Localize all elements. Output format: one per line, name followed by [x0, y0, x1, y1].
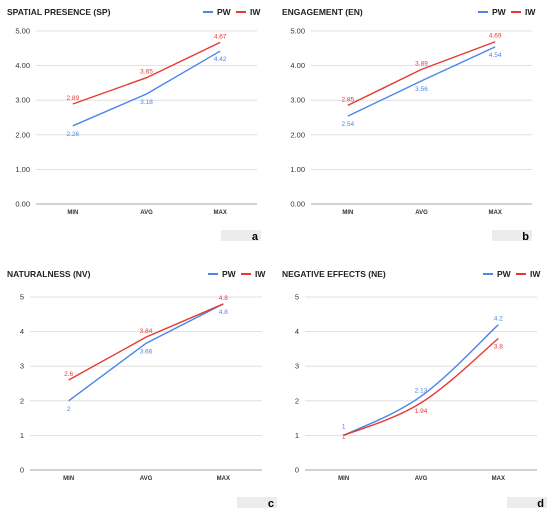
y-tick-label: 5 — [20, 293, 24, 302]
data-label-pw: 2.54 — [342, 121, 355, 128]
y-tick-label: 3 — [20, 362, 24, 371]
y-tick-label: 5 — [295, 293, 299, 302]
y-tick-label: 4.00 — [15, 61, 30, 70]
x-tick-label: MAX — [488, 210, 501, 216]
data-label-pw: 3.56 — [415, 86, 428, 93]
panel-label-tag — [507, 497, 547, 508]
data-label-pw: 2.13 — [415, 387, 428, 394]
series-line-pw — [347, 46, 496, 117]
panel-label: c — [268, 498, 274, 510]
y-tick-label: 0 — [295, 466, 299, 475]
y-tick-label: 4 — [295, 327, 299, 336]
data-label-iw: 2.85 — [342, 96, 355, 103]
y-tick-label: 4 — [20, 327, 24, 336]
series-line-iw — [343, 337, 499, 437]
legend: PW IW — [203, 7, 261, 17]
legend-label-iw: IW — [250, 7, 261, 17]
x-tick-label: MAX — [213, 210, 226, 216]
y-tick-label: 0 — [20, 466, 24, 475]
y-tick-label: 5.00 — [290, 27, 305, 36]
chart-panel-a: SPATIAL PRESENCE (SP) PW IW 0.00 1.00 2.00 3.0… — [7, 7, 261, 243]
y-tick-label: 0.00 — [15, 200, 30, 209]
data-label-pw: 2 — [67, 406, 71, 413]
legend-label-pw: PW — [217, 7, 232, 17]
data-label-iw: 2.6 — [64, 371, 73, 378]
x-tick-label: MIN — [63, 476, 74, 482]
data-label-iw: 3.89 — [415, 60, 428, 67]
data-label-pw: 4.42 — [214, 56, 227, 63]
data-label-pw: 3.18 — [140, 99, 153, 106]
y-tick-label: 1 — [295, 431, 299, 440]
chart-title: SPATIAL PRESENCE (SP) — [7, 7, 111, 17]
x-tick-label: MAX — [492, 476, 505, 482]
x-tick-label: AVG — [140, 210, 153, 216]
legend: PW IW — [478, 7, 536, 17]
data-label-iw: 4.8 — [219, 295, 228, 302]
series-line-iw — [72, 41, 221, 105]
chart-panel-c: NATURALNESS (NV) PW IW 0 1 2 3 4 5 MIN AVG MAX 2 2.6 3… — [7, 269, 277, 510]
y-tick-label: 4.00 — [290, 61, 305, 70]
data-label-iw: 1.94 — [415, 408, 428, 415]
series-line-iw — [347, 41, 496, 107]
y-tick-label: 1.00 — [15, 165, 30, 174]
legend-label-pw: PW — [222, 269, 237, 279]
x-tick-label: MIN — [338, 476, 349, 482]
series-line-pw — [343, 324, 499, 437]
x-tick-label: MAX — [217, 476, 230, 482]
data-label-pw: 3.66 — [140, 348, 153, 355]
legend-label-iw: IW — [255, 269, 266, 279]
panel-label: a — [252, 231, 259, 243]
y-tick-label: 3.00 — [15, 96, 30, 105]
legend-label-pw: PW — [492, 7, 507, 17]
panel-label-tag — [237, 497, 277, 508]
data-label-iw: 1 — [342, 433, 346, 440]
data-label-pw: 1 — [342, 423, 346, 430]
y-tick-label: 0.00 — [290, 200, 305, 209]
y-tick-label: 1.00 — [290, 165, 305, 174]
panel-label-tag — [221, 230, 261, 241]
data-label-iw: 4.69 — [489, 33, 502, 40]
x-tick-label: MIN — [342, 210, 353, 216]
chart-panel-d: NEGATIVE EFFECTS (NE) PW IW 0 1 2 3 4 5 MIN AVG MAX… — [282, 269, 547, 510]
y-tick-label: 3.00 — [290, 96, 305, 105]
x-tick-label: AVG — [415, 210, 428, 216]
data-label-pw: 4.54 — [489, 52, 502, 59]
y-tick-label: 5.00 — [15, 27, 30, 36]
series-line-pw — [72, 50, 221, 127]
data-label-pw: 4.2 — [494, 316, 503, 323]
x-tick-label: AVG — [140, 476, 153, 482]
series-line-pw — [68, 303, 224, 402]
data-label-iw: 3.8 — [494, 344, 503, 351]
data-label-pw: 2.26 — [67, 131, 80, 138]
chart-title: NATURALNESS (NV) — [7, 269, 91, 279]
chart-panel-b: ENGAGEMENT (EN) PW IW 0.00 1.00 2.00 3.00 4.00 5… — [282, 7, 536, 243]
panel-label: b — [522, 231, 529, 243]
legend: PW IW — [208, 269, 266, 279]
panel-label-tag — [492, 230, 532, 241]
data-label-pw: 4.8 — [219, 309, 228, 316]
y-tick-label: 1 — [20, 431, 24, 440]
y-tick-label: 3 — [295, 362, 299, 371]
legend-label-pw: PW — [497, 269, 512, 279]
data-label-iw: 3.65 — [140, 69, 153, 76]
y-tick-label: 2 — [20, 396, 24, 405]
legend: PW IW — [483, 269, 541, 279]
legend-label-iw: IW — [530, 269, 541, 279]
data-label-iw: 3.84 — [140, 328, 153, 335]
data-label-iw: 2.89 — [67, 95, 80, 102]
y-tick-label: 2 — [295, 396, 299, 405]
series-line-iw — [68, 303, 224, 381]
chart-title: NEGATIVE EFFECTS (NE) — [282, 269, 386, 279]
y-tick-label: 2.00 — [15, 130, 30, 139]
y-tick-label: 2.00 — [290, 130, 305, 139]
panel-label: d — [537, 498, 544, 510]
x-tick-label: AVG — [415, 476, 428, 482]
chart-title: ENGAGEMENT (EN) — [282, 7, 363, 17]
legend-label-iw: IW — [525, 7, 536, 17]
x-tick-label: MIN — [67, 210, 78, 216]
data-label-iw: 4.67 — [214, 33, 227, 40]
